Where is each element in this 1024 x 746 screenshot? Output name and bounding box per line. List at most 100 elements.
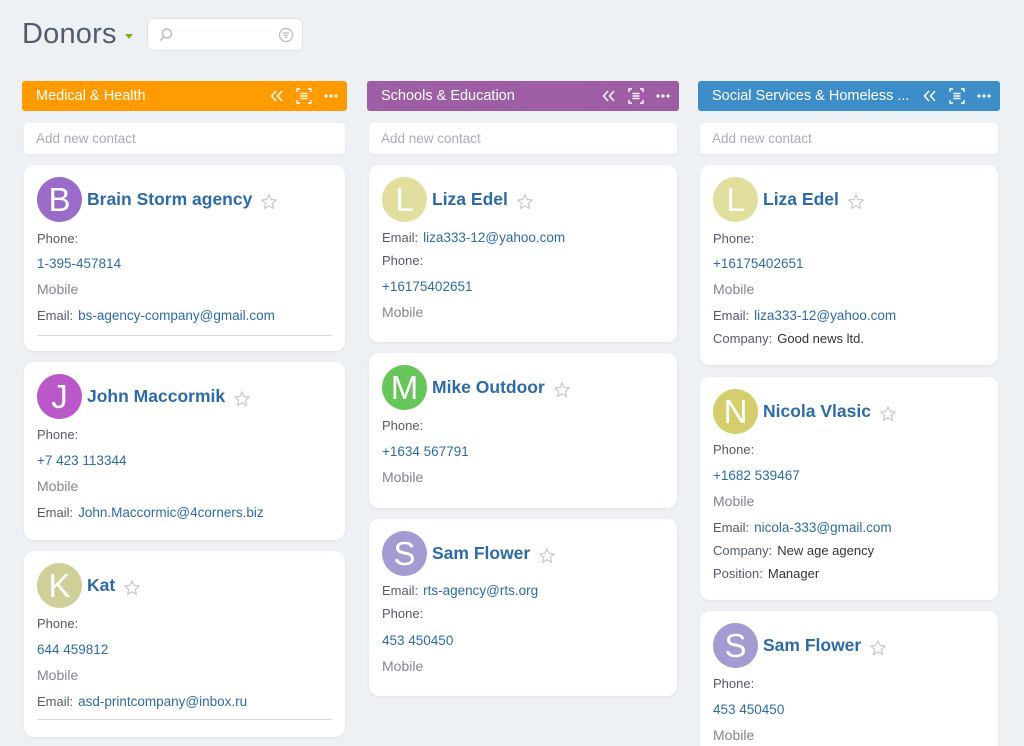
company-label: Company: <box>713 331 773 346</box>
contact-card[interactable]: B Brain Storm agency Phone: 1-395-457814… <box>24 165 345 351</box>
double-chevron-left-icon[interactable] <box>922 88 938 104</box>
column-header[interactable]: Medical & Health <box>22 81 347 111</box>
phone-type: Mobile <box>37 281 79 297</box>
fields-settings-icon[interactable] <box>949 88 965 104</box>
phone-type: Mobile <box>713 727 755 743</box>
avatar: L <box>382 177 427 222</box>
column-title: Medical & Health <box>36 88 146 104</box>
phone-label: Phone: <box>713 231 755 246</box>
title-dropdown-icon[interactable] <box>124 34 133 39</box>
contact-name[interactable]: John Maccormik <box>87 386 226 406</box>
star-outline-icon[interactable] <box>869 639 887 657</box>
more-icon[interactable] <box>976 88 992 104</box>
email-link[interactable]: John.Maccormic@4corners.biz <box>78 505 264 520</box>
contact-name[interactable]: Liza Edel <box>432 189 508 209</box>
phone-type: Mobile <box>382 304 424 320</box>
phone-type: Mobile <box>713 493 755 509</box>
phone-link[interactable]: +16175402651 <box>713 256 804 271</box>
star-outline-icon[interactable] <box>847 193 865 211</box>
email-link[interactable]: liza333-12@yahoo.com <box>423 230 566 245</box>
fields-settings-icon[interactable] <box>296 88 312 104</box>
column-header[interactable]: Social Services & Homeless ... <box>698 81 1000 111</box>
email-link[interactable]: bs-agency-company@gmail.com <box>78 308 275 323</box>
avatar: K <box>37 563 82 608</box>
column-header[interactable]: Schools & Education <box>367 81 679 111</box>
company-label: Company: <box>713 543 773 558</box>
contact-name[interactable]: Kat <box>87 575 116 595</box>
contact-card[interactable]: L Liza Edel Phone: +16175402651 Mobile E… <box>700 165 998 365</box>
phone-link[interactable]: +16175402651 <box>382 279 473 294</box>
position-value: Manager <box>767 566 820 581</box>
contact-name[interactable]: Mike Outdoor <box>432 377 545 397</box>
more-icon[interactable] <box>323 88 339 104</box>
avatar: B <box>37 177 82 222</box>
phone-link[interactable]: +1634 567791 <box>382 444 469 459</box>
phone-type: Mobile <box>37 478 79 494</box>
contact-name[interactable]: Liza Edel <box>763 189 839 209</box>
phone-link[interactable]: 453 450450 <box>713 702 785 717</box>
avatar: L <box>713 177 758 222</box>
contact-card[interactable]: K Kat Phone: 644 459812 Mobile Email: as… <box>24 551 345 737</box>
phone-type: Mobile <box>713 281 755 297</box>
column-medical-health: Medical & Health Add new contact <box>22 81 347 154</box>
email-label: Email: <box>382 583 419 598</box>
avatar: M <box>382 365 427 410</box>
contact-card[interactable]: L Liza Edel Email: liza333-12@yahoo.com … <box>369 165 677 342</box>
fields-settings-icon[interactable] <box>628 88 644 104</box>
page-header: Donors <box>22 18 303 51</box>
phone-type: Mobile <box>382 658 424 674</box>
add-new-contact-field[interactable]: Add new contact <box>369 123 677 154</box>
phone-type: Mobile <box>37 667 79 683</box>
phone-label: Phone: <box>382 253 424 268</box>
contact-name[interactable]: Sam Flower <box>432 543 531 563</box>
email-link[interactable]: nicola-333@gmail.com <box>754 520 892 535</box>
search-input[interactable] <box>147 19 302 50</box>
phone-label: Phone: <box>37 616 79 631</box>
phone-label: Phone: <box>713 442 755 457</box>
email-link[interactable]: rts-agency@rts.org <box>423 583 539 598</box>
divider <box>37 335 332 336</box>
phone-link[interactable]: 453 450450 <box>382 633 454 648</box>
phone-link[interactable]: 1-395-457814 <box>37 256 122 271</box>
column-title: Schools & Education <box>381 88 515 104</box>
contact-name[interactable]: Brain Storm agency <box>87 189 253 209</box>
contact-card[interactable]: J John Maccormik Phone: +7 423 113344 Mo… <box>24 362 345 540</box>
star-outline-icon[interactable] <box>553 381 571 399</box>
phone-label: Phone: <box>37 231 79 246</box>
add-new-contact-field[interactable]: Add new contact <box>700 123 998 154</box>
email-label: Email: <box>713 308 750 323</box>
phone-label: Phone: <box>37 427 79 442</box>
phone-type: Mobile <box>382 469 424 485</box>
more-icon[interactable] <box>655 88 671 104</box>
double-chevron-left-icon[interactable] <box>269 88 285 104</box>
add-new-contact-field[interactable]: Add new contact <box>24 123 345 154</box>
email-label: Email: <box>37 308 74 323</box>
phone-link[interactable]: 644 459812 <box>37 642 109 657</box>
star-outline-icon[interactable] <box>123 579 141 597</box>
column-social-services: Social Services & Homeless ... Add new c… <box>698 81 1000 154</box>
position-label: Position: <box>713 566 763 581</box>
email-label: Email: <box>37 505 74 520</box>
search-box[interactable] <box>146 18 303 51</box>
avatar: S <box>382 531 427 576</box>
contact-name[interactable]: Sam Flower <box>763 635 862 655</box>
contact-card[interactable]: M Mike Outdoor Phone: +1634 567791 Mobil… <box>369 353 677 508</box>
star-outline-icon[interactable] <box>879 405 897 423</box>
contact-card[interactable]: S Sam Flower Email: rts-agency@rts.org P… <box>369 519 677 696</box>
double-chevron-left-icon[interactable] <box>601 88 617 104</box>
filter-icon[interactable] <box>278 27 294 43</box>
column-schools-education: Schools & Education Add new contact <box>367 81 679 154</box>
contact-card[interactable]: S Sam Flower Phone: 453 450450 Mobile <box>700 611 998 746</box>
star-outline-icon[interactable] <box>516 193 534 211</box>
email-link[interactable]: asd-printcompany@inbox.ru <box>78 694 248 709</box>
star-outline-icon[interactable] <box>260 193 278 211</box>
phone-link[interactable]: +1682 539467 <box>713 468 800 483</box>
email-label: Email: <box>382 230 419 245</box>
star-outline-icon[interactable] <box>538 547 556 565</box>
email-link[interactable]: liza333-12@yahoo.com <box>754 308 897 323</box>
contact-name[interactable]: Nicola Vlasic <box>763 401 871 421</box>
contact-card[interactable]: N Nicola Vlasic Phone: +1682 539467 Mobi… <box>700 377 998 600</box>
star-outline-icon[interactable] <box>233 390 251 408</box>
page-title: Donors <box>22 18 117 50</box>
phone-link[interactable]: +7 423 113344 <box>37 453 127 468</box>
